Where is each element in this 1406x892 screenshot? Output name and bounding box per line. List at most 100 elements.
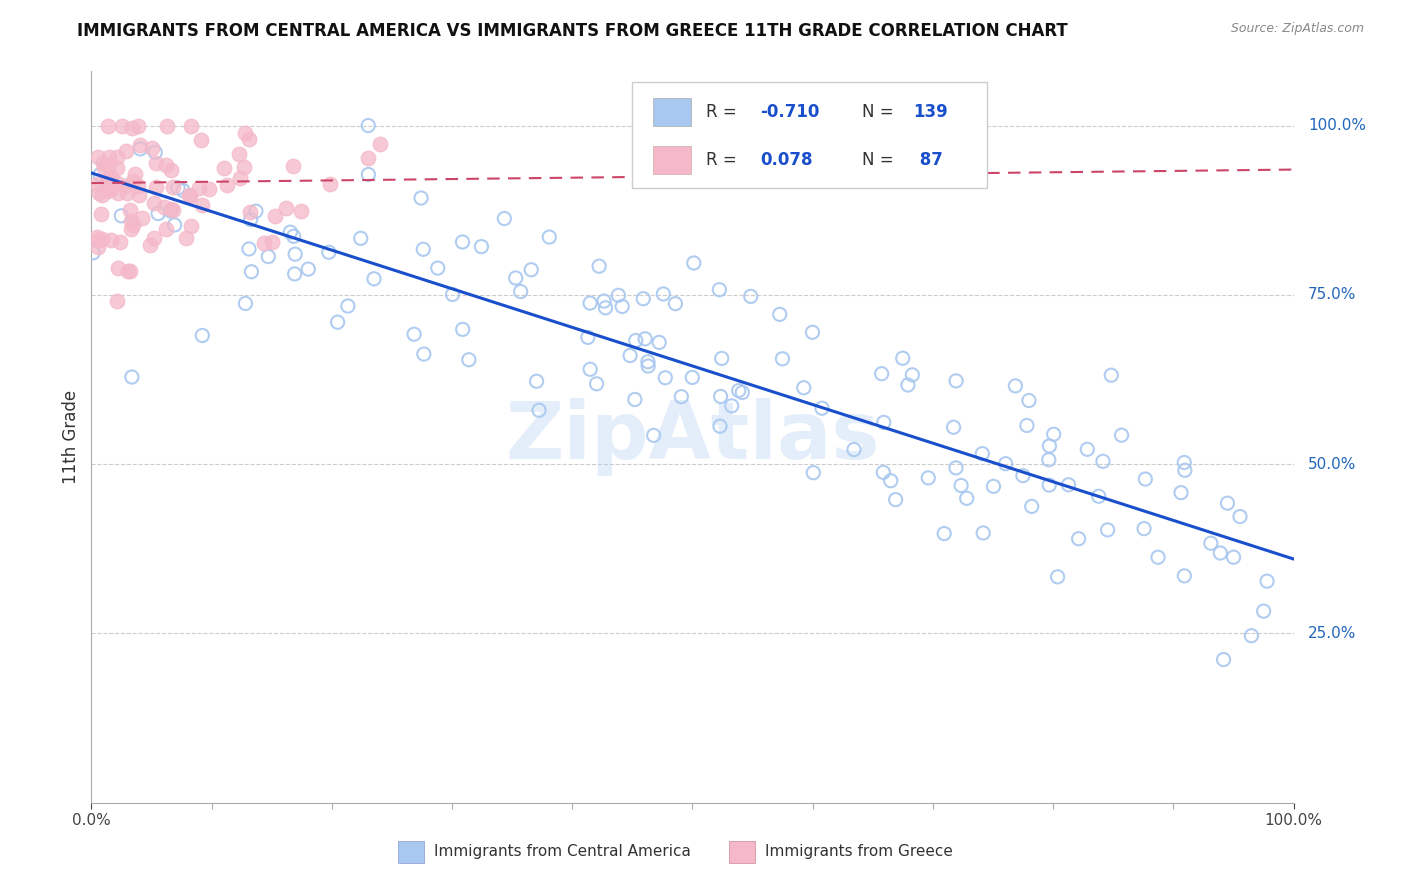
Text: N =: N = bbox=[862, 103, 898, 121]
Point bbox=[235, 296, 257, 310]
Point bbox=[1038, 478, 1060, 492]
Point bbox=[89, 168, 111, 182]
Point bbox=[897, 378, 920, 392]
Point bbox=[127, 119, 149, 133]
Point bbox=[274, 202, 297, 216]
Point bbox=[107, 261, 129, 276]
Point bbox=[772, 351, 794, 366]
Point bbox=[240, 265, 263, 279]
Point bbox=[142, 231, 165, 245]
Point bbox=[1087, 489, 1109, 503]
Point bbox=[972, 447, 994, 461]
Point bbox=[105, 161, 128, 175]
Point bbox=[1222, 550, 1244, 565]
Point bbox=[290, 204, 312, 219]
Text: 100.0%: 100.0% bbox=[1308, 118, 1367, 133]
Point bbox=[131, 211, 153, 226]
Point bbox=[100, 234, 122, 248]
Point bbox=[105, 150, 128, 164]
Point bbox=[90, 232, 112, 246]
Point bbox=[179, 188, 201, 202]
Text: -0.710: -0.710 bbox=[759, 103, 820, 121]
Point bbox=[107, 186, 129, 201]
Point bbox=[579, 296, 602, 310]
Point bbox=[212, 161, 235, 176]
Point bbox=[190, 198, 212, 212]
Point bbox=[238, 132, 260, 146]
Point bbox=[1212, 652, 1234, 666]
Point bbox=[253, 235, 276, 250]
Point bbox=[671, 390, 693, 404]
Point bbox=[538, 230, 561, 244]
Point bbox=[1076, 442, 1098, 457]
Point bbox=[470, 239, 492, 253]
Point bbox=[1038, 439, 1060, 453]
Point bbox=[162, 203, 184, 218]
Point bbox=[1057, 477, 1080, 491]
Point bbox=[96, 173, 118, 187]
Point bbox=[145, 156, 167, 170]
Point bbox=[284, 247, 307, 261]
Y-axis label: 11th Grade: 11th Grade bbox=[62, 390, 80, 484]
Point bbox=[945, 374, 967, 388]
Point bbox=[945, 461, 967, 475]
Point bbox=[177, 188, 200, 202]
Point bbox=[245, 204, 267, 219]
Point bbox=[368, 136, 391, 151]
Point bbox=[118, 264, 141, 278]
Point bbox=[1091, 454, 1114, 468]
Point bbox=[96, 119, 118, 133]
Point bbox=[409, 191, 432, 205]
Point bbox=[174, 231, 197, 245]
Point bbox=[793, 381, 815, 395]
Point bbox=[167, 181, 190, 195]
Point bbox=[86, 229, 108, 244]
Point bbox=[350, 231, 373, 245]
Text: 139: 139 bbox=[914, 103, 949, 121]
Point bbox=[152, 200, 174, 214]
Text: 50.0%: 50.0% bbox=[1308, 457, 1357, 472]
Point bbox=[87, 240, 110, 254]
Text: 25.0%: 25.0% bbox=[1308, 626, 1357, 641]
Point bbox=[319, 177, 342, 191]
Point bbox=[318, 245, 340, 260]
Point bbox=[634, 332, 657, 346]
Point bbox=[87, 233, 110, 247]
Point bbox=[457, 352, 479, 367]
Point bbox=[159, 204, 181, 219]
Point bbox=[281, 159, 304, 173]
Point bbox=[100, 182, 122, 196]
Point bbox=[801, 466, 824, 480]
Point bbox=[682, 256, 704, 270]
Point bbox=[451, 235, 474, 249]
Point bbox=[1170, 485, 1192, 500]
Point bbox=[624, 334, 647, 348]
Point bbox=[1199, 536, 1222, 550]
Point bbox=[509, 285, 531, 299]
Point bbox=[884, 492, 907, 507]
Point bbox=[588, 259, 610, 273]
Point bbox=[363, 272, 385, 286]
Point bbox=[956, 491, 979, 506]
Point bbox=[643, 428, 665, 442]
Point bbox=[652, 287, 675, 301]
Point bbox=[233, 160, 256, 174]
Text: R =: R = bbox=[706, 103, 742, 121]
Point bbox=[731, 385, 754, 400]
Point bbox=[404, 327, 426, 342]
Point bbox=[326, 315, 349, 329]
Point bbox=[880, 474, 903, 488]
Point bbox=[681, 370, 703, 384]
Point bbox=[942, 420, 965, 434]
Point bbox=[114, 179, 136, 194]
Point bbox=[239, 212, 262, 227]
Text: R =: R = bbox=[706, 151, 742, 169]
Point bbox=[811, 401, 834, 416]
Point bbox=[107, 293, 129, 308]
Point bbox=[901, 368, 924, 382]
Text: 0.078: 0.078 bbox=[759, 151, 813, 169]
Point bbox=[110, 209, 132, 223]
Point bbox=[1253, 604, 1275, 618]
Point bbox=[451, 322, 474, 336]
Point bbox=[769, 307, 792, 321]
